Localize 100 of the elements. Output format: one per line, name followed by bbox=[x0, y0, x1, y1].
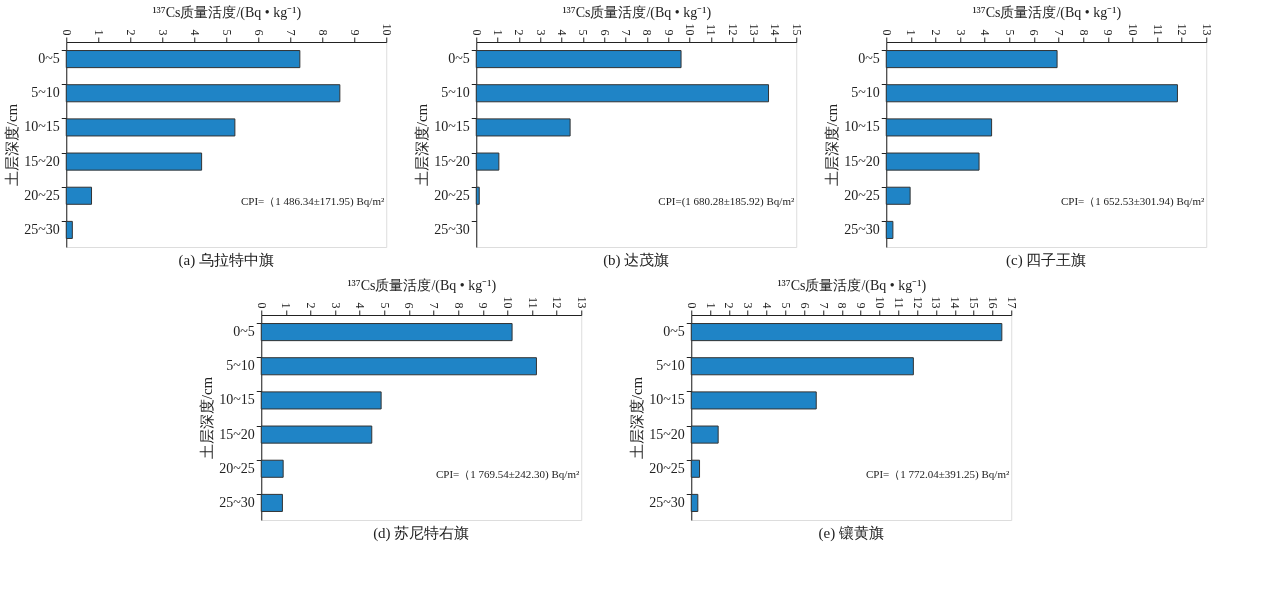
bar bbox=[885, 152, 980, 171]
bar bbox=[65, 50, 301, 69]
x-tick-label: 9 bbox=[476, 302, 491, 309]
y-tick-label: 20~25 bbox=[219, 460, 255, 476]
bar bbox=[885, 84, 1178, 103]
x-tick-label: 9 bbox=[347, 29, 362, 36]
x-tick-label: 4 bbox=[353, 302, 368, 309]
bar bbox=[65, 220, 73, 239]
x-tick-label: 10 bbox=[500, 296, 515, 309]
y-axis-title: 土层深度/cm bbox=[629, 376, 646, 460]
text: (c) 四子王旗 bbox=[1006, 252, 1087, 269]
bar bbox=[260, 425, 373, 444]
bar bbox=[260, 391, 382, 410]
y-axis-title: 土层深度/cm bbox=[4, 103, 21, 187]
y-tick-label: 10~15 bbox=[24, 119, 60, 135]
y-tick-label: 20~25 bbox=[434, 187, 470, 203]
y-tick-label: 15~20 bbox=[649, 426, 685, 442]
y-tick-label: 25~30 bbox=[219, 494, 255, 510]
annotation: CPI=（1 486.34±171.95) Bq/m² bbox=[240, 194, 385, 208]
x-tick-label: 4 bbox=[978, 29, 993, 36]
x-tick-label: 7 bbox=[283, 29, 298, 36]
y-tick-label: 15~20 bbox=[844, 153, 880, 169]
x-tick-label: 9 bbox=[1101, 29, 1116, 36]
x-tick-label: 7 bbox=[427, 302, 442, 309]
x-tick-label: 4 bbox=[187, 29, 202, 36]
bar bbox=[260, 357, 537, 376]
y-tick-label: 0~5 bbox=[38, 51, 60, 67]
x-axis-title: ¹³⁷Cs质量活度/(Bq • kg⁻¹) bbox=[777, 277, 927, 294]
y-tick-label: 0~5 bbox=[663, 324, 685, 340]
bar bbox=[885, 220, 894, 239]
x-tick-label: 6 bbox=[1027, 29, 1042, 36]
x-tick-label: 6 bbox=[597, 29, 612, 36]
x-tick-label: 5 bbox=[1002, 29, 1017, 36]
y-tick-label: 0~5 bbox=[233, 324, 255, 340]
x-tick-label: 8 bbox=[835, 302, 850, 309]
x-tick-label: 4 bbox=[760, 302, 775, 309]
y-tick-label: 25~30 bbox=[844, 221, 880, 237]
text: (e) 镶黄旗 bbox=[818, 525, 884, 542]
annotation: CPI=（1 772.04±391.25) Bq/m² bbox=[865, 467, 1010, 481]
x-tick-label: 13 bbox=[929, 296, 944, 309]
y-tick-label: 25~30 bbox=[434, 221, 470, 237]
x-tick-label: 12 bbox=[725, 23, 740, 36]
bar bbox=[65, 84, 341, 103]
x-tick-label: 5 bbox=[778, 302, 793, 309]
x-tick-label: 2 bbox=[722, 302, 737, 309]
x-tick-label: 7 bbox=[619, 29, 634, 36]
bar bbox=[690, 493, 699, 512]
x-tick-label: 5 bbox=[377, 302, 392, 309]
x-axis-title: ¹³⁷Cs质量活度/(Bq • kg⁻¹) bbox=[972, 4, 1122, 21]
x-tick-label: 11 bbox=[704, 23, 719, 36]
x-tick-label: 6 bbox=[251, 29, 266, 36]
x-tick-label: 8 bbox=[640, 29, 655, 36]
bar bbox=[65, 152, 203, 171]
x-tick-label: 14 bbox=[948, 296, 963, 309]
text: (b) 达茂旗 bbox=[603, 252, 670, 269]
x-tick-label: 8 bbox=[315, 29, 330, 36]
bar bbox=[260, 459, 284, 478]
y-tick-label: 5~10 bbox=[441, 85, 470, 101]
y-tick-label: 10~15 bbox=[219, 392, 255, 408]
x-tick-label: 1 bbox=[703, 302, 718, 309]
x-axis-title: ¹³⁷Cs质量活度/(Bq • kg⁻¹) bbox=[347, 277, 497, 294]
x-tick-label: 16 bbox=[985, 296, 1000, 309]
x-tick-label: 11 bbox=[1150, 23, 1165, 36]
x-tick-label: 3 bbox=[953, 29, 968, 36]
x-tick-label: 13 bbox=[1199, 23, 1214, 36]
bar bbox=[690, 459, 701, 478]
y-axis-title: 土层深度/cm bbox=[414, 103, 431, 187]
y-tick-label: 5~10 bbox=[851, 85, 880, 101]
bar bbox=[475, 186, 480, 205]
y-tick-label: 5~10 bbox=[226, 358, 255, 374]
annotation: CPI=（1 769.54±242.30) Bq/m² bbox=[435, 467, 580, 481]
x-tick-label: 8 bbox=[1076, 29, 1091, 36]
x-tick-label: 13 bbox=[747, 23, 762, 36]
x-tick-label: 9 bbox=[661, 29, 676, 36]
x-tick-label: 15 bbox=[967, 296, 982, 309]
x-tick-label: 15 bbox=[789, 23, 804, 36]
x-tick-label: 9 bbox=[854, 302, 869, 309]
y-tick-label: 25~30 bbox=[24, 221, 60, 237]
x-tick-label: 0 bbox=[254, 302, 269, 309]
bar bbox=[690, 425, 719, 444]
text: (a) 乌拉特中旗 bbox=[178, 252, 274, 269]
bar bbox=[885, 118, 993, 137]
y-axis-title: 土层深度/cm bbox=[199, 376, 216, 460]
x-tick-label: 13 bbox=[574, 296, 589, 309]
x-tick-label: 6 bbox=[797, 302, 812, 309]
annotation: CPI=（1 652.53±301.94) Bq/m² bbox=[1060, 194, 1205, 208]
x-tick-label: 12 bbox=[910, 296, 925, 309]
text: (d) 苏尼特右旗 bbox=[373, 525, 470, 542]
x-tick-label: 2 bbox=[512, 29, 527, 36]
x-axis-title: ¹³⁷Cs质量活度/(Bq • kg⁻¹) bbox=[152, 4, 302, 21]
x-tick-label: 2 bbox=[303, 302, 318, 309]
x-tick-label: 3 bbox=[533, 29, 548, 36]
y-tick-label: 0~5 bbox=[858, 51, 880, 67]
annotation: CPI=(1 680.28±185.92) Bq/m² bbox=[658, 194, 795, 208]
bar bbox=[690, 391, 817, 410]
x-tick-label: 1 bbox=[91, 29, 106, 36]
x-tick-label: 14 bbox=[768, 23, 783, 36]
bar bbox=[260, 323, 513, 342]
x-tick-label: 2 bbox=[123, 29, 138, 36]
x-tick-label: 7 bbox=[1052, 29, 1067, 36]
